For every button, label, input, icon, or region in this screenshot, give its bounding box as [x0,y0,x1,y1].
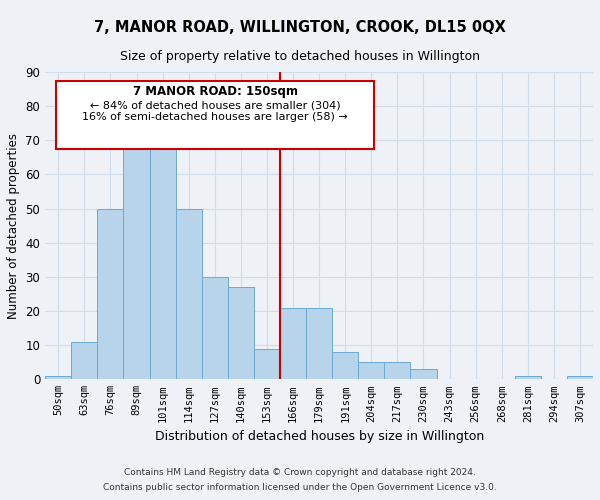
Bar [567,376,593,380]
Bar [280,308,306,380]
Bar [71,342,97,380]
Bar [410,369,437,380]
Bar [515,376,541,380]
Text: Contains HM Land Registry data © Crown copyright and database right 2024.: Contains HM Land Registry data © Crown c… [124,468,476,477]
Bar [149,144,176,380]
Bar [124,140,149,380]
Bar [97,208,124,380]
Y-axis label: Number of detached properties: Number of detached properties [7,132,20,318]
Text: 16% of semi-detached houses are larger (58) →: 16% of semi-detached houses are larger (… [82,112,348,122]
Bar [176,208,202,380]
Bar [385,362,410,380]
Text: 7, MANOR ROAD, WILLINGTON, CROOK, DL15 0QX: 7, MANOR ROAD, WILLINGTON, CROOK, DL15 0… [94,20,506,35]
X-axis label: Distribution of detached houses by size in Willington: Distribution of detached houses by size … [155,430,484,443]
Bar [358,362,385,380]
Bar [228,287,254,380]
Bar [202,277,228,380]
Bar [306,308,332,380]
Text: Size of property relative to detached houses in Willington: Size of property relative to detached ho… [120,50,480,63]
Bar [45,376,71,380]
Bar [254,348,280,380]
Bar [332,352,358,380]
Text: ← 84% of detached houses are smaller (304): ← 84% of detached houses are smaller (30… [90,100,340,110]
Text: 7 MANOR ROAD: 150sqm: 7 MANOR ROAD: 150sqm [133,85,298,98]
Text: Contains public sector information licensed under the Open Government Licence v3: Contains public sector information licen… [103,483,497,492]
